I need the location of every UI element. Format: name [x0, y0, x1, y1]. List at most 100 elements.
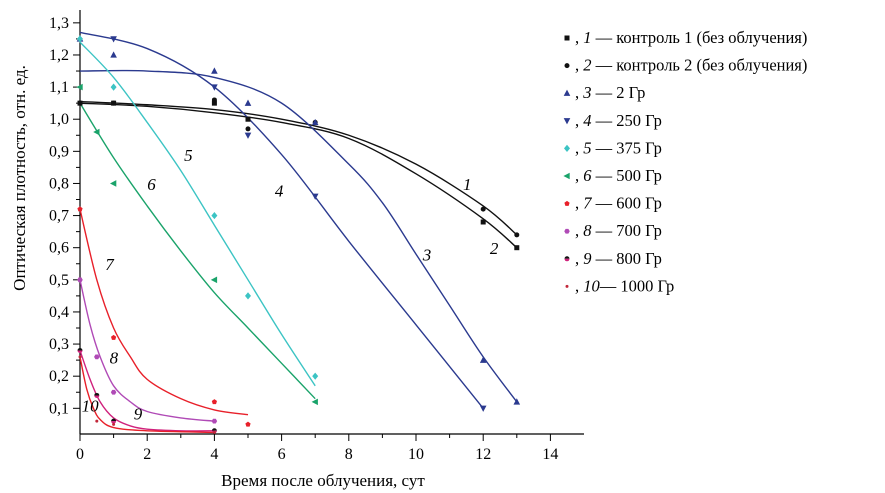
curve-label-7: 7: [105, 255, 115, 274]
legend-marker-4: [563, 118, 571, 125]
y-tick-label: 0,6: [49, 240, 69, 257]
data-point-series-2: [77, 100, 83, 106]
legend-label-5: , 5 — 375 Гр: [575, 138, 662, 157]
legend-label-9: , 9 — 800 Гр: [575, 249, 662, 268]
legend-label-2: , 2 — контроль 2 (без облучения): [575, 56, 807, 75]
legend-entry-6: , 6 — 500 Гр: [563, 166, 662, 185]
data-point-series-2: [111, 100, 117, 106]
fit-curve-8: [79, 279, 215, 422]
marker-top-half: [111, 418, 117, 422]
fit-curve-5: [79, 41, 316, 387]
legend-label-4: , 4 — 250 Гр: [575, 111, 662, 130]
data-point-series-1: [514, 245, 520, 251]
x-tick-label: 2: [143, 446, 151, 463]
data-point-series-7: [77, 206, 83, 212]
legend-entry-3: , 3 — 2 Гр: [563, 83, 645, 102]
fit-curve-4: [79, 31, 484, 409]
legend-entry-10: , 10— 1000 Гр: [565, 276, 674, 295]
curve-label-8: 8: [110, 348, 119, 367]
curve-label-10: 10: [82, 397, 100, 416]
y-tick-label: 0,5: [49, 272, 69, 289]
legend-marker-8: [564, 228, 570, 234]
x-axis-title: Время после облучения, сут: [221, 471, 425, 490]
data-point-series-4: [479, 405, 487, 412]
data-point-series-8: [94, 354, 100, 360]
data-point-series-6: [110, 180, 117, 187]
y-tick-label: 1,3: [49, 15, 69, 32]
y-tick-label: 0,8: [49, 175, 69, 192]
curve-label-4: 4: [275, 181, 284, 200]
data-point-series-5: [245, 292, 251, 300]
legend-marker-10: [565, 284, 569, 288]
data-point-series-6: [93, 128, 100, 136]
y-tick-label: 0,4: [49, 304, 69, 321]
data-point-series-10: [95, 419, 99, 423]
marker-bottom-half: [564, 258, 570, 262]
marker-top-half: [94, 392, 100, 396]
data-point-series-1: [480, 219, 486, 225]
legend-marker-7: [564, 200, 570, 206]
data-point-series-5: [211, 211, 218, 220]
data-point-series-6: [210, 276, 218, 284]
x-tick-label: 4: [210, 446, 218, 463]
data-point-series-1: [245, 116, 251, 122]
legend-marker-6: [563, 172, 570, 180]
data-point-series-2: [245, 126, 251, 132]
data-point-series-2: [211, 97, 217, 103]
marker-bottom-half: [111, 421, 117, 424]
data-point-series-4: [110, 36, 117, 43]
y-tick-label: 1,0: [49, 111, 69, 128]
y-tick-label: 0,9: [49, 143, 69, 160]
data-point-series-3: [110, 51, 117, 58]
data-point-series-2: [480, 206, 486, 212]
legend-entry-4: , 4 — 250 Гр: [563, 111, 662, 130]
x-tick-label: 6: [278, 446, 286, 463]
legend-entry-1: , 1 — контроль 1 (без облучения): [564, 28, 807, 47]
curve-labels: 1 2 3 4 5 6 7 8 9 10: [82, 146, 499, 424]
fit-curve-10: [79, 356, 215, 434]
y-tick-label: 0,2: [49, 368, 69, 385]
legend-entry-7: , 7 — 600 Гр: [564, 194, 662, 213]
curve-label-5: 5: [184, 146, 193, 165]
marker-bottom-half: [94, 395, 100, 398]
legend-label-1: , 1 — контроль 1 (без облучения): [575, 28, 807, 47]
data-point-series-9: [94, 392, 100, 398]
y-tick-label: 0,7: [49, 208, 69, 225]
legend-label-10: , 10— 1000 Гр: [575, 276, 674, 295]
data-point-series-7: [110, 334, 117, 340]
data-point-series-2: [514, 232, 520, 238]
data-point-series-3: [311, 118, 319, 126]
data-point-series-5: [312, 372, 319, 380]
fit-curve-3: [79, 69, 518, 403]
data-point-series-3: [211, 67, 218, 74]
data-point-series-5: [77, 35, 83, 43]
legend-marker-1: [564, 35, 570, 41]
legend-marker-2: [564, 63, 570, 69]
marker-bottom-half: [77, 350, 83, 353]
data-point-series-6: [311, 398, 318, 406]
marker-top-half: [211, 428, 217, 431]
axes: 0 2 4 6 8 10 12 140,10,20,30,40,50,60,70,80,91,…: [49, 10, 584, 463]
data-point-series-8: [110, 389, 117, 395]
y-tick-label: 0,3: [49, 336, 69, 353]
curve-label-6: 6: [147, 175, 156, 194]
curve-label-2: 2: [490, 239, 499, 258]
legend-label-8: , 8 — 700 Гр: [575, 221, 662, 240]
fit-curve-7: [79, 208, 249, 416]
legend-entry-5: , 5 — 375 Гр: [564, 138, 662, 157]
data-point-series-8: [77, 277, 83, 283]
data-point-series-7: [211, 399, 218, 405]
data-point-series-8: [211, 418, 218, 424]
data-point-series-1: [211, 100, 217, 106]
data-point-series-9: [77, 347, 83, 353]
legend-marker-5: [564, 144, 570, 152]
y-tick-label: 1,1: [49, 79, 69, 96]
x-tick-label: 8: [345, 446, 353, 463]
x-tick-label: 0: [76, 446, 84, 463]
fit-curve-9: [79, 350, 215, 432]
data-point-series-5: [110, 83, 117, 91]
data-point-series-4: [244, 132, 252, 139]
fit-curve-1: [79, 100, 518, 236]
x-tick-label: 14: [542, 446, 558, 463]
